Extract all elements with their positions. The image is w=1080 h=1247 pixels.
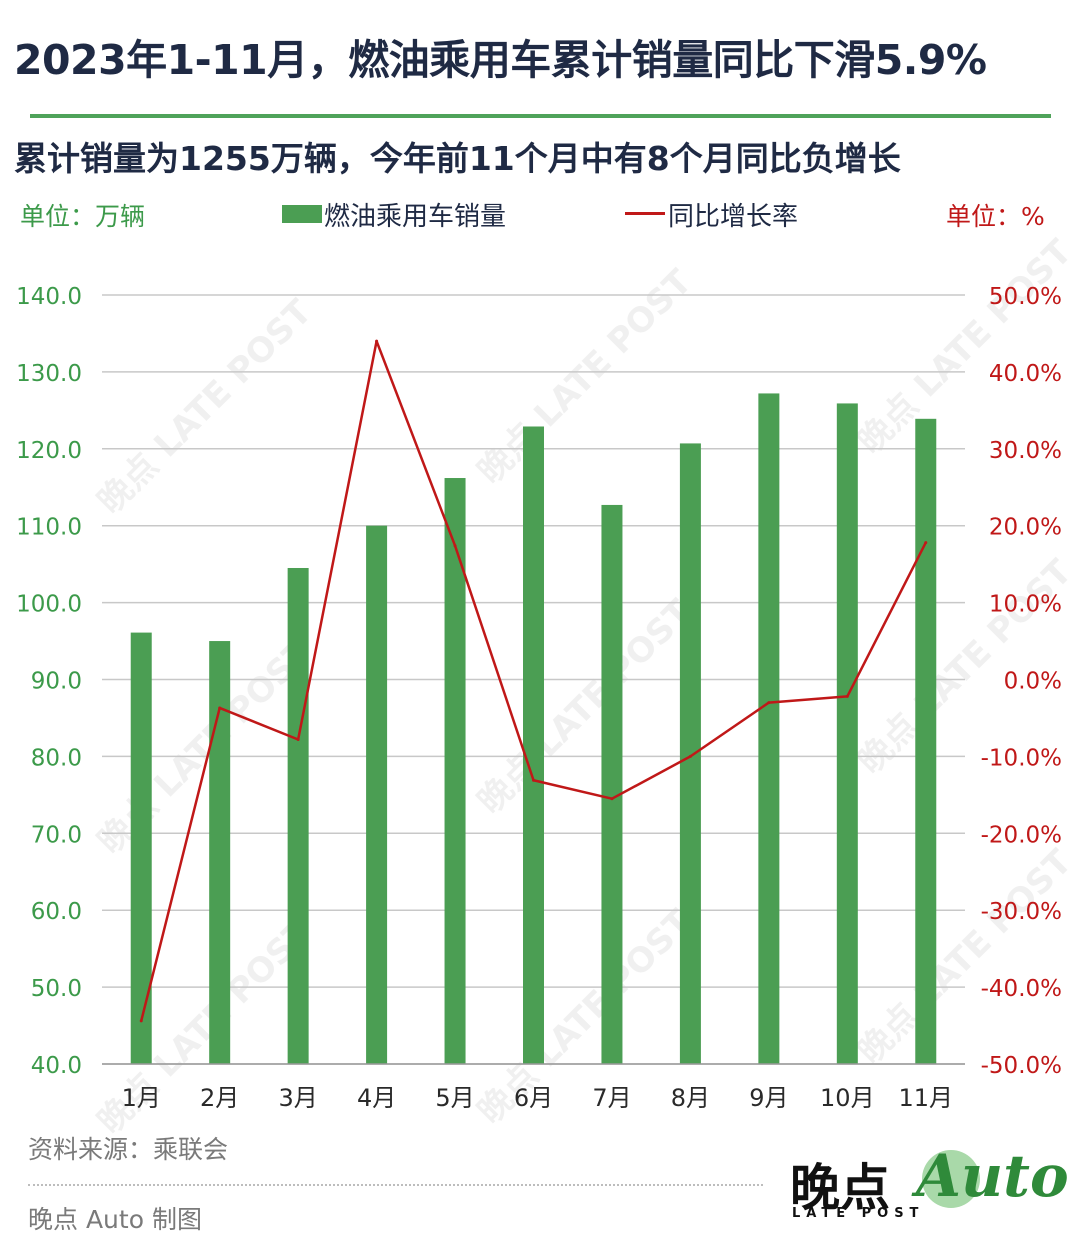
line-point	[610, 797, 614, 801]
bar	[836, 403, 858, 1065]
bar	[444, 478, 466, 1065]
bar	[601, 504, 623, 1064]
y-left-tick-label: 120.0	[16, 438, 82, 464]
line-point	[924, 541, 928, 545]
line-point	[218, 706, 222, 710]
legend-line-swatch	[625, 212, 665, 215]
bar	[915, 418, 937, 1065]
y-right-tick-label: 0.0%	[1004, 669, 1062, 695]
chart-subtitle: 累计销量为1255万辆，今年前11个月中有8个月同比负增长	[14, 139, 901, 178]
x-tick-label: 1月	[122, 1084, 161, 1112]
bar	[209, 641, 231, 1064]
legend-bar-label: 燃油乘用车销量	[324, 202, 507, 232]
footer-divider	[28, 1184, 763, 1186]
y-left-tick-label: 140.0	[16, 284, 82, 310]
data-source: 资料来源：乘联会	[28, 1135, 229, 1164]
line-point	[296, 737, 300, 741]
x-tick-label: 7月	[592, 1084, 631, 1112]
line-point	[453, 544, 457, 548]
y-right-tick-label: 20.0%	[989, 515, 1062, 541]
line-point	[139, 1019, 143, 1023]
legend-bar-swatch	[282, 205, 322, 223]
latepost-logo-sub: LATE POST	[792, 1206, 925, 1221]
x-tick-label: 2月	[200, 1084, 239, 1112]
line-point	[375, 339, 379, 343]
x-tick-label: 4月	[357, 1084, 396, 1112]
latepost-logo: 晚点	[790, 1159, 890, 1217]
y-left-tick-label: 40.0	[31, 1053, 82, 1079]
y-right-tick-label: -30.0%	[981, 899, 1062, 925]
y-left-tick-label: 80.0	[31, 745, 82, 771]
y-right-tick-label: -20.0%	[981, 822, 1062, 848]
chart-credit: 晚点 Auto 制图	[28, 1205, 202, 1234]
left-axis-unit: 单位：万辆	[20, 202, 146, 231]
bar	[679, 443, 701, 1064]
y-right-tick-label: 30.0%	[989, 438, 1062, 464]
y-left-tick-label: 50.0	[31, 976, 82, 1002]
x-tick-label: 9月	[749, 1084, 788, 1112]
y-left-tick-label: 60.0	[31, 899, 82, 925]
y-left-tick-label: 100.0	[16, 592, 82, 618]
x-tick-label: 11月	[898, 1084, 953, 1112]
bar	[130, 632, 152, 1064]
x-tick-label: 10月	[820, 1084, 875, 1112]
y-right-tick-label: 50.0%	[989, 284, 1062, 310]
bar	[366, 525, 388, 1064]
line-point	[688, 754, 692, 758]
y-left-tick-label: 70.0	[31, 822, 82, 848]
auto-logo: Auto	[916, 1142, 1069, 1210]
y-right-tick-label: -40.0%	[981, 976, 1062, 1002]
line-point	[767, 701, 771, 705]
title-divider	[30, 114, 1051, 118]
x-tick-label: 6月	[514, 1084, 553, 1112]
x-tick-label: 8月	[671, 1084, 710, 1112]
y-left-tick-label: 90.0	[31, 669, 82, 695]
y-right-tick-label: -50.0%	[981, 1053, 1062, 1079]
x-tick-label: 3月	[278, 1084, 317, 1112]
line-point	[532, 778, 535, 782]
bar	[758, 393, 780, 1064]
auto-logo-circle	[922, 1150, 980, 1208]
x-tick-label: 5月	[435, 1084, 474, 1112]
y-right-tick-label: 10.0%	[989, 592, 1062, 618]
legend-line-label: 同比增长率	[668, 202, 799, 232]
bar	[523, 426, 544, 1064]
y-right-tick-label: -10.0%	[981, 745, 1062, 771]
y-right-tick-label: 40.0%	[989, 361, 1062, 387]
bar	[287, 567, 309, 1064]
chart-title: 2023年1-11月，燃油乘用车累计销量同比下滑5.9%	[14, 36, 987, 84]
y-left-tick-label: 130.0	[16, 361, 82, 387]
line-point	[845, 694, 849, 698]
right-axis-unit: 单位：%	[946, 202, 1045, 231]
y-left-tick-label: 110.0	[16, 515, 82, 541]
